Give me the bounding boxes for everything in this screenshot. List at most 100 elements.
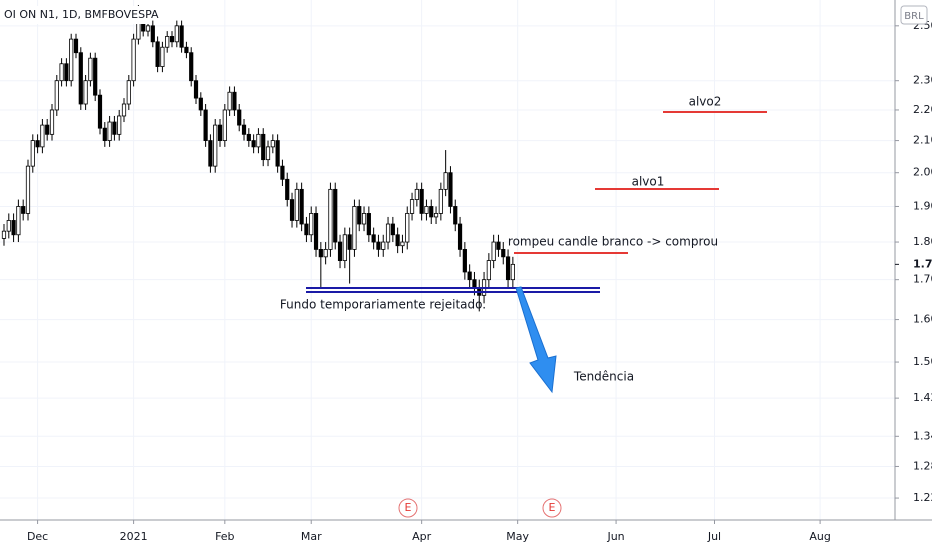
candle-body: [198, 97, 203, 111]
candle-body: [256, 133, 261, 148]
candle-body: [289, 199, 295, 221]
candle-body: [313, 213, 319, 250]
candle-body: [189, 52, 194, 82]
candle-body: [328, 188, 333, 250]
candle-body: [30, 140, 35, 167]
candle-body: [1, 230, 7, 239]
candle-body: [472, 279, 477, 288]
candle-body: [179, 25, 184, 48]
candle-body: [342, 234, 347, 261]
candle-body: [304, 223, 309, 236]
candle-body: [64, 63, 69, 82]
candle-body: [131, 38, 136, 82]
candle-body: [501, 249, 506, 258]
candle-body: [448, 172, 453, 207]
candle-body: [45, 124, 50, 135]
grid: [0, 0, 895, 520]
candle-body: [385, 223, 391, 243]
candle-body: [414, 188, 419, 200]
x-tick-label: Aug: [809, 530, 830, 543]
candle-body: [294, 188, 299, 221]
candle-body: [241, 124, 247, 135]
currency-box[interactable]: [900, 5, 928, 25]
candle-body: [69, 38, 74, 82]
candle-body: [318, 249, 323, 258]
title-bg: [0, 6, 150, 24]
candle-body: [25, 165, 31, 214]
candle-body: [174, 25, 179, 43]
candle-body: [251, 140, 256, 148]
candle-body: [275, 140, 280, 167]
candle-body: [126, 80, 131, 105]
candle-body: [150, 25, 155, 43]
candle-body: [40, 124, 45, 148]
candle-body: [424, 206, 429, 214]
y-tick-label: 1.70: [913, 273, 932, 286]
candle-body: [54, 80, 59, 111]
y-tick-label: 1.34: [913, 429, 932, 442]
candle-body: [222, 109, 227, 141]
axes: 1.22 1.28 1.34 1.42 1.50 1.60 1.70 1.80 1.90 2.00…: [27, 19, 932, 543]
candle-body: [88, 57, 93, 82]
candle-body: [121, 103, 127, 117]
candle-body: [246, 133, 251, 141]
y-tick-label: 1.22: [913, 491, 932, 504]
y-tick-label: 1.90: [913, 199, 932, 212]
candle-body: [438, 188, 443, 214]
candle-body: [505, 256, 511, 281]
candle-body: [453, 206, 458, 225]
candle-body: [213, 124, 218, 167]
x-tick-label: Dec: [27, 530, 48, 543]
candle-body: [59, 63, 64, 82]
candle-body: [333, 188, 338, 243]
trend-label: Tendência: [573, 370, 634, 384]
y-tick-label: 2.00: [913, 166, 932, 179]
y-tick-label: 1.28: [913, 459, 932, 472]
candle-body: [309, 213, 314, 236]
candle-body: [145, 25, 151, 32]
earnings-marker[interactable]: [398, 498, 418, 518]
candle-body: [366, 213, 371, 236]
candle-body: [107, 121, 112, 141]
candle-body: [237, 109, 242, 126]
candle-body: [467, 271, 472, 281]
candle-body: [405, 213, 410, 243]
candle-body: [97, 94, 103, 129]
candle-body: [160, 46, 165, 67]
candle-body: [155, 41, 160, 67]
candle-body: [357, 206, 362, 225]
candle-body: [352, 206, 357, 250]
candle-body: [443, 172, 448, 190]
candle-body: [323, 249, 328, 258]
support-label: Fundo temporariamente rejeitado.: [280, 298, 486, 312]
candle-body: [395, 234, 400, 247]
breakout-label: rompeu candle branco -> comprou: [508, 235, 718, 249]
candle-body: [117, 115, 122, 135]
candle-body: [102, 127, 107, 141]
last-price-label: 1.74: [913, 257, 932, 270]
y-tick-label: 1.60: [913, 313, 932, 326]
candle-body: [93, 57, 98, 96]
candle-body: [280, 165, 285, 180]
candle-body: [429, 206, 434, 218]
candle-body: [6, 220, 11, 232]
currency-label: BRL: [904, 11, 924, 22]
earnings-label: E: [405, 501, 412, 514]
candle-body: [11, 220, 16, 236]
y-tick-label: 2.10: [913, 134, 932, 147]
chart-title: OI ON N1, 1D, BMFBOVESPA: [4, 8, 159, 21]
candle-body: [270, 140, 275, 148]
y-tick-label: 1.50: [913, 355, 932, 368]
candle-body: [462, 249, 467, 273]
candle-body: [165, 36, 170, 48]
y-tick-label: 1.42: [913, 391, 932, 404]
candle-body: [419, 188, 424, 214]
candle-body: [227, 91, 232, 111]
candle-body: [49, 109, 55, 135]
x-tick-label: May: [506, 530, 529, 543]
candle-body: [347, 234, 352, 250]
candle-body: [78, 52, 83, 105]
earnings-marker[interactable]: [542, 498, 562, 518]
